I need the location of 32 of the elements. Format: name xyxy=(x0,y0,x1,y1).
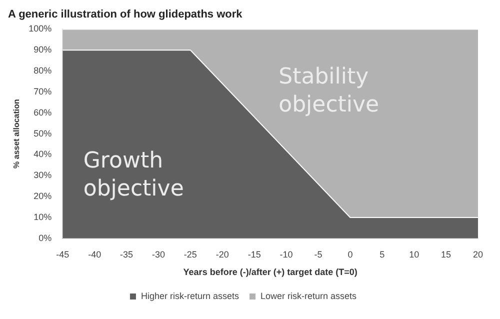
y-tick-label: 10% xyxy=(34,212,52,222)
x-tick-label: -30 xyxy=(152,249,165,260)
x-tick-label: 5 xyxy=(380,249,385,260)
x-tick-label: -25 xyxy=(184,249,197,260)
y-tick-label: 60% xyxy=(34,107,52,118)
x-tick-label: 20 xyxy=(472,249,484,260)
x-tick-label: -20 xyxy=(216,249,229,260)
x-axis-title: Years before (-)/after (+) target date (T=0) xyxy=(183,267,358,278)
x-tick-label: -15 xyxy=(248,249,261,260)
x-tick-label: -45 xyxy=(56,249,70,260)
y-tick-label: 50% xyxy=(34,128,52,138)
x-tick-label: 0 xyxy=(348,249,353,260)
y-tick-label: 90% xyxy=(34,44,52,55)
y-tick-label: 40% xyxy=(34,149,52,160)
x-tick-label: -40 xyxy=(88,249,102,260)
x-tick-label: -35 xyxy=(120,249,134,260)
x-tick-label: -10 xyxy=(280,249,293,260)
y-tick-label: 80% xyxy=(34,66,52,76)
y-tick-label: 100% xyxy=(28,24,52,34)
y-tick-label: 20% xyxy=(34,191,52,202)
x-tick-label: 15 xyxy=(441,249,452,260)
x-tick-label: 10 xyxy=(409,249,420,260)
annotation: Stability objective xyxy=(278,64,380,118)
annotation: Growth objective xyxy=(83,148,184,202)
x-tick-label: -5 xyxy=(314,249,322,260)
y-axis-title: % asset allocation xyxy=(12,99,22,168)
legend-label: Higher risk-return assets xyxy=(140,290,240,301)
y-tick-label: 0% xyxy=(38,232,52,243)
chart-title: A generic illustration of how glidepaths work xyxy=(8,8,244,21)
y-tick-label: 70% xyxy=(34,86,52,96)
legend-label: Lower risk-return assets xyxy=(260,290,358,301)
y-tick-label: 30% xyxy=(34,170,52,180)
